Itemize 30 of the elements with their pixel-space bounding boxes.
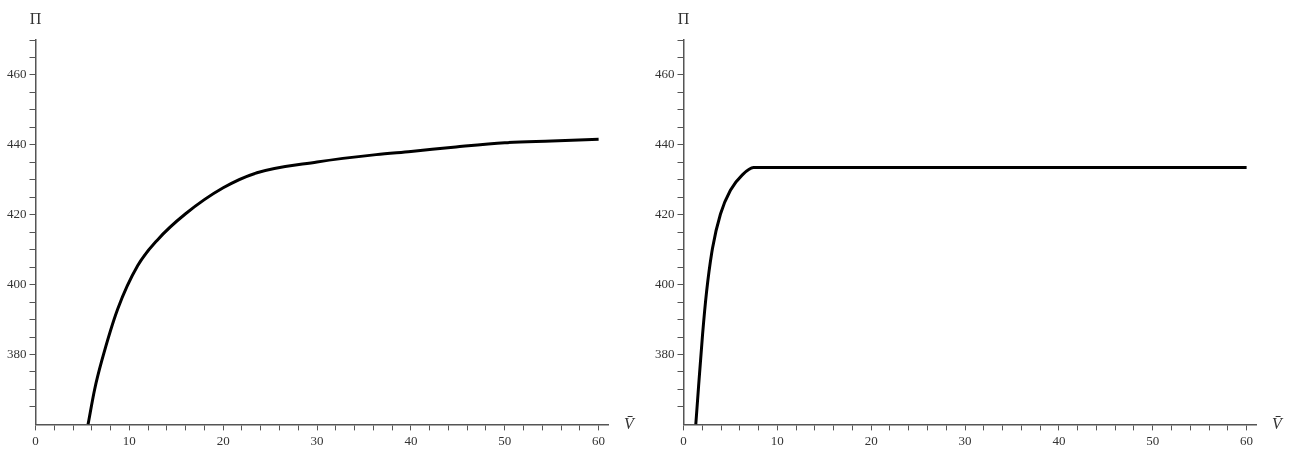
y-tick-label: 400 bbox=[655, 276, 675, 292]
x-axis-title: V̄ bbox=[1272, 414, 1284, 432]
line-series bbox=[694, 166, 1249, 425]
y-axis-title: Π bbox=[677, 10, 690, 28]
y-tick-label: 460 bbox=[655, 66, 675, 82]
x-tick-label: 60 bbox=[592, 432, 606, 448]
line-series bbox=[86, 137, 601, 425]
y-axis-title: Π bbox=[29, 10, 42, 28]
x-tick-label: 20 bbox=[216, 432, 230, 448]
x-tick-label: 10 bbox=[122, 432, 136, 448]
y-tick-label: 380 bbox=[655, 345, 675, 361]
x-tick-label: 50 bbox=[1146, 432, 1160, 448]
x-tick-label: 60 bbox=[1240, 432, 1254, 448]
y-tick-label: 420 bbox=[655, 206, 675, 222]
x-axis-title: V̄ bbox=[624, 414, 636, 432]
x-tick-label: 30 bbox=[958, 432, 972, 448]
y-tick-label: 400 bbox=[7, 276, 27, 292]
y-tick-label: 440 bbox=[655, 136, 675, 152]
x-tick-label: 30 bbox=[310, 432, 324, 448]
x-tick-label: 50 bbox=[498, 432, 512, 448]
x-tick-label: 40 bbox=[404, 432, 418, 448]
y-tick-label: 460 bbox=[7, 66, 27, 82]
y-tick-label: 440 bbox=[7, 136, 27, 152]
y-tick-label: 420 bbox=[7, 206, 27, 222]
x-tick-label: 0 bbox=[680, 432, 687, 448]
y-tick-label: 380 bbox=[7, 345, 27, 361]
x-tick-label: 40 bbox=[1052, 432, 1066, 448]
x-tick-label: 10 bbox=[770, 432, 784, 448]
x-tick-label: 20 bbox=[864, 432, 878, 448]
x-tick-label: 0 bbox=[32, 432, 39, 448]
